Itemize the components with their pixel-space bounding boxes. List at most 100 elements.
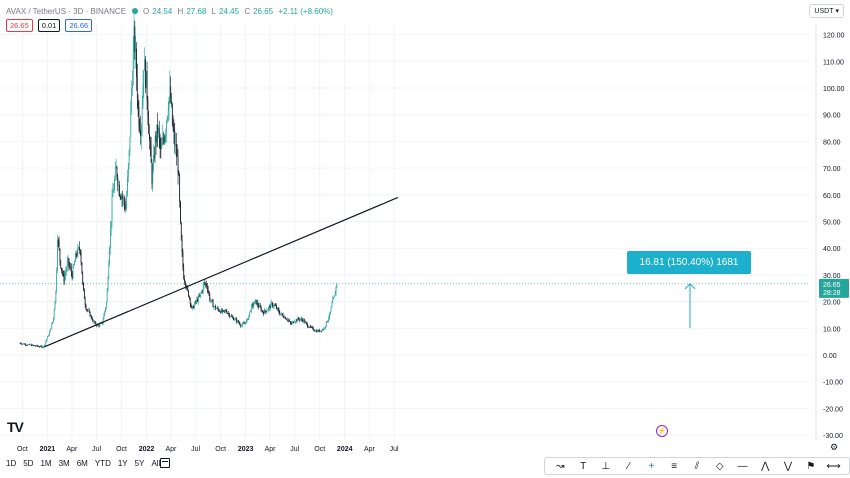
candle <box>63 270 65 285</box>
pattern-icon[interactable]: ⋀ <box>761 460 770 472</box>
candle <box>279 310 281 316</box>
sell-price-button[interactable]: 26.65 <box>6 19 33 32</box>
time-axis[interactable]: Oct 2021 Apr Jul Oct 2022 Apr Jul Oct 2023 Apr Jul O… <box>17 446 399 453</box>
gear-icon[interactable]: ⚙ <box>830 442 839 452</box>
candle <box>81 262 83 274</box>
candle <box>20 342 22 345</box>
range-5d[interactable]: 5D <box>23 459 34 468</box>
candle <box>317 329 319 332</box>
range-3m[interactable]: 3M <box>58 459 70 468</box>
candle <box>48 331 50 336</box>
crosshair-icon[interactable]: + <box>648 460 655 472</box>
candle <box>57 234 58 274</box>
candle <box>206 283 208 294</box>
candle <box>70 263 72 277</box>
candle <box>219 309 220 312</box>
curve-icon[interactable]: ↝ <box>556 460 565 472</box>
candle <box>303 318 304 324</box>
candle <box>307 325 309 328</box>
candle <box>304 319 306 323</box>
range-all[interactable]: All <box>151 459 161 468</box>
time-tick-label: Jul <box>390 446 399 453</box>
candle <box>148 110 150 135</box>
time-tick-label: Jul <box>92 446 101 453</box>
candle <box>199 294 201 298</box>
range-1y[interactable]: 1Y <box>117 459 128 468</box>
candle <box>167 101 169 122</box>
candle <box>61 267 62 274</box>
candle <box>175 132 177 166</box>
candle <box>136 42 137 91</box>
price-axis[interactable]: -30.00 -20.00 -10.00 0.00 10.00 20.00 30.00 40.… <box>815 25 849 440</box>
candle <box>257 299 259 308</box>
candle <box>285 316 286 320</box>
candle <box>224 308 226 314</box>
candle <box>223 309 225 313</box>
horizontal-lines-icon[interactable]: ≡ <box>671 460 678 472</box>
trend-line-icon[interactable]: ⁄ <box>627 460 630 472</box>
range-1m[interactable]: 1M <box>40 459 52 468</box>
candle <box>182 248 184 271</box>
chevron-down-icon: ▾ <box>835 8 839 15</box>
candle <box>64 270 66 285</box>
anchored-text-icon[interactable]: T <box>580 460 587 472</box>
candle <box>193 304 194 309</box>
lightning-icon[interactable]: ⚡ <box>656 425 668 437</box>
candle <box>156 124 158 147</box>
candle <box>143 70 145 98</box>
candle <box>106 288 108 303</box>
segment-icon[interactable]: — <box>737 460 748 472</box>
range-ytd[interactable]: YTD <box>94 459 111 468</box>
low-label: L <box>211 6 217 16</box>
candle <box>332 295 334 304</box>
calendar-icon[interactable] <box>160 458 170 468</box>
candle <box>89 311 91 317</box>
range-6m[interactable]: 6M <box>76 459 88 468</box>
candle <box>312 325 313 330</box>
candle <box>122 190 124 207</box>
candle <box>49 329 51 333</box>
elliott-icon[interactable]: ⋁ <box>783 460 793 472</box>
candle <box>183 263 185 280</box>
candle <box>105 307 106 313</box>
candle <box>145 55 146 94</box>
candle <box>267 309 269 312</box>
candle <box>170 76 172 104</box>
buy-price-button[interactable]: 26.66 <box>65 19 93 32</box>
flag-icon[interactable]: ⚑ <box>806 460 816 472</box>
symbol-title[interactable]: AVAX / TetherUS · 3D · BINANCE <box>6 6 127 16</box>
measure-icon[interactable]: ⟷ <box>826 460 841 472</box>
range-selector: 1D 5D 1M 3M 6M YTD 1Y 5Y All <box>6 459 160 468</box>
channel-icon[interactable]: ⫽ <box>694 460 700 472</box>
candle <box>194 300 196 306</box>
candle <box>77 243 79 258</box>
ellipse-icon[interactable]: ◇ <box>715 460 724 472</box>
candle <box>52 321 53 325</box>
currency-selector[interactable]: USDT ▾ <box>809 4 844 18</box>
candle <box>190 302 192 309</box>
candle <box>262 310 264 314</box>
candle <box>153 144 154 173</box>
candle <box>74 260 75 266</box>
candle <box>241 324 242 328</box>
candle <box>244 320 246 325</box>
range-5y[interactable]: 5Y <box>134 459 145 468</box>
candle <box>314 330 316 332</box>
candle <box>254 301 255 305</box>
ray-icon[interactable]: ⊥ <box>601 460 611 472</box>
candle <box>330 306 332 312</box>
candle <box>228 312 230 319</box>
range-1d[interactable]: 1D <box>6 459 17 468</box>
current-price-label: 26.65 <box>823 282 841 289</box>
candle <box>180 221 182 241</box>
candle <box>47 335 49 339</box>
candle <box>84 296 86 308</box>
candle <box>62 270 64 277</box>
candle <box>323 327 325 331</box>
candle <box>98 324 100 328</box>
candle <box>210 297 211 304</box>
candle <box>168 96 170 121</box>
trend-line[interactable] <box>43 196 399 348</box>
